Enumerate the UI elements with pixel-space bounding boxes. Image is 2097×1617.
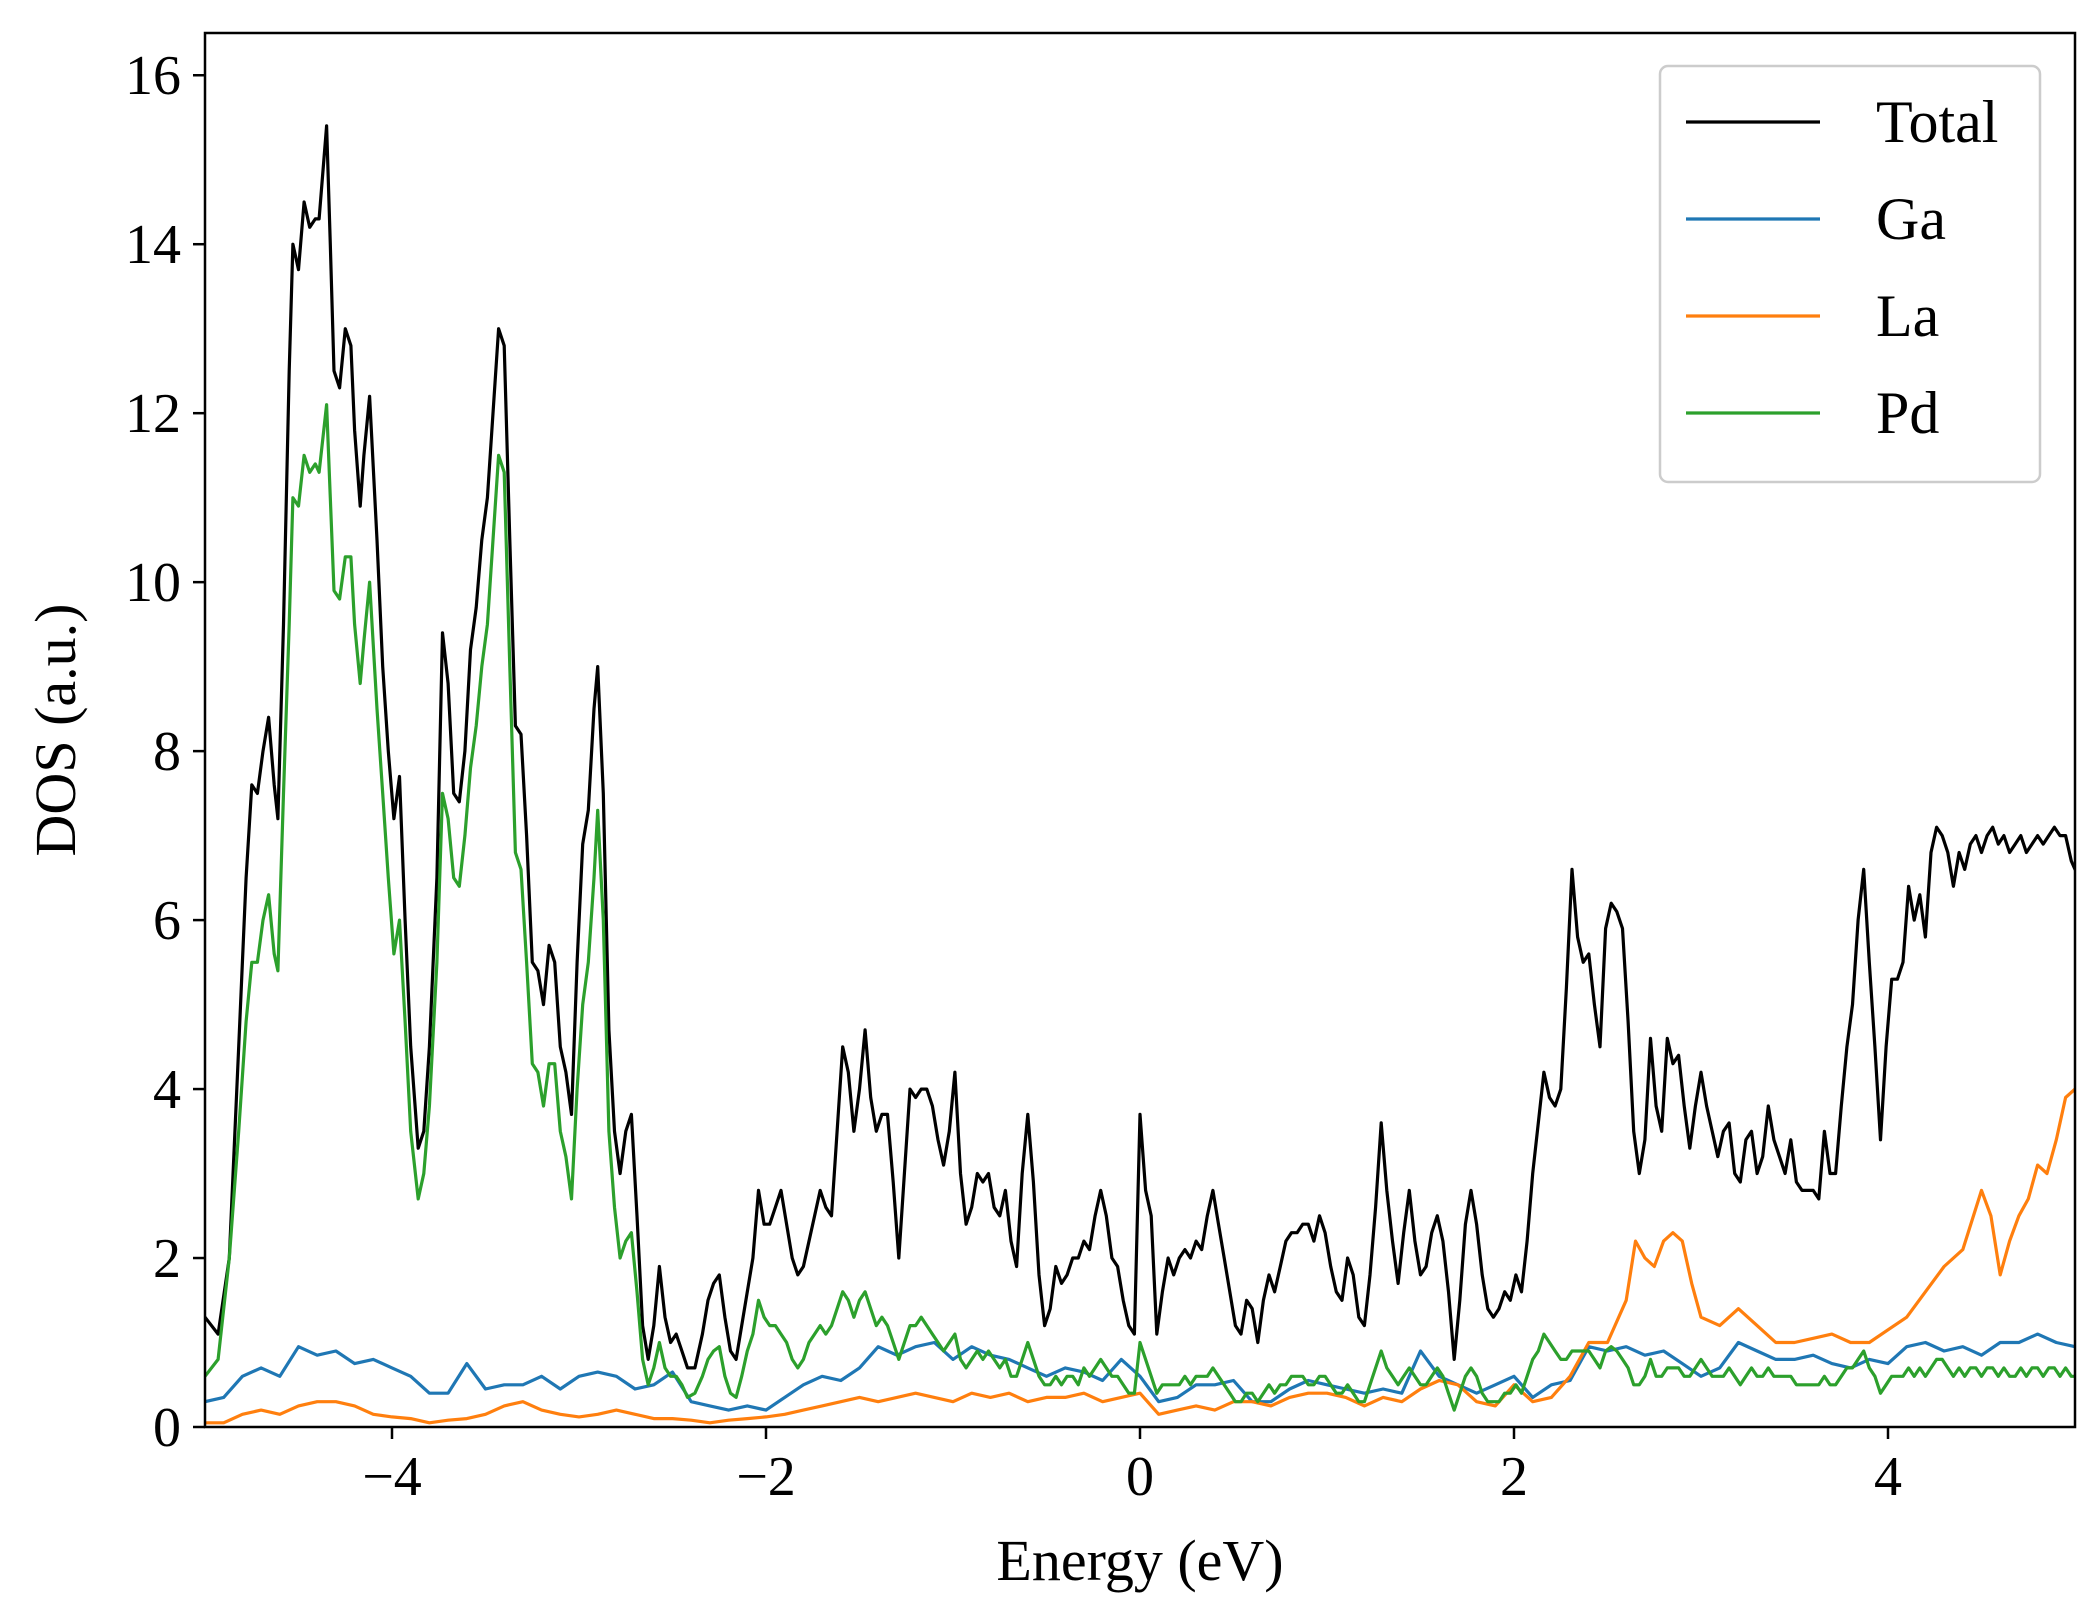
x-tick-label: 4 xyxy=(1874,1446,1902,1508)
legend: Total Ga La Pd xyxy=(1658,64,2042,484)
series-line-ga xyxy=(205,1332,2075,1412)
x-tick-label: −4 xyxy=(362,1446,422,1508)
series-layer xyxy=(205,124,2075,1425)
y-tick-label: 12 xyxy=(125,383,181,445)
legend-box xyxy=(1658,64,2042,484)
series-line-la xyxy=(205,1087,2075,1425)
y-axis-ticks: 0 2 4 6 8 10 12 14 16 xyxy=(125,45,205,1459)
y-tick-label: 14 xyxy=(125,214,181,276)
y-tick-label: 4 xyxy=(153,1059,181,1121)
x-tick-label: 0 xyxy=(1126,1446,1154,1508)
series-line-pd xyxy=(205,403,2075,1412)
legend-label-la: La xyxy=(1876,283,1939,349)
x-tick-label: 2 xyxy=(1500,1446,1528,1508)
x-tick-label: −2 xyxy=(736,1446,796,1508)
series-line-total xyxy=(205,124,2075,1370)
x-axis-label: Energy (eV) xyxy=(996,1528,1283,1593)
x-axis-ticks: −4 −2 0 2 4 xyxy=(362,1427,1902,1508)
y-tick-label: 16 xyxy=(125,45,181,107)
legend-label-total: Total xyxy=(1876,89,1998,155)
legend-label-pd: Pd xyxy=(1876,380,1939,446)
y-tick-label: 6 xyxy=(153,890,181,952)
y-tick-label: 2 xyxy=(153,1228,181,1290)
legend-label-ga: Ga xyxy=(1876,186,1946,252)
y-tick-label: 8 xyxy=(153,721,181,783)
y-tick-label: 10 xyxy=(125,552,181,614)
y-tick-label: 0 xyxy=(153,1397,181,1459)
y-axis-label: DOS (a.u.) xyxy=(23,604,88,857)
